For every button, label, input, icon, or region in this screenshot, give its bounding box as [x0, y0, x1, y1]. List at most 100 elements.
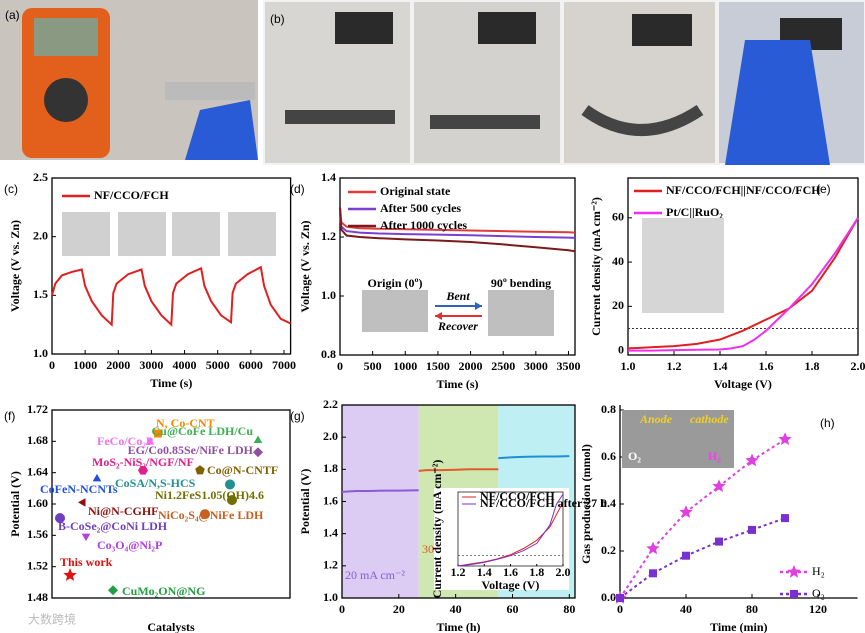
- x-tick-label: 2.0: [851, 359, 865, 373]
- data-point: [108, 585, 118, 596]
- y-tick-label: 1.4: [323, 525, 338, 539]
- x-tick-label: 120: [809, 602, 827, 616]
- x-tick-label: 40: [450, 602, 462, 616]
- x-tick-label: 0: [49, 358, 55, 372]
- data-point: [682, 551, 690, 560]
- data-point: [715, 537, 723, 546]
- x-tick-label: 1.4: [713, 359, 728, 373]
- legend-label: NF/CCO/FCH after 27 h: [480, 496, 607, 510]
- x-tick-label: 40: [680, 602, 692, 616]
- y-tick-label: 20: [612, 298, 624, 312]
- annotation: H₂: [708, 449, 721, 463]
- point-label: B-CoSe₂@CoNi LDH: [58, 519, 168, 533]
- data-point: [55, 513, 65, 524]
- series-line: [51, 265, 292, 327]
- series-line: [627, 217, 859, 350]
- x-tick-label: 5000: [206, 358, 230, 372]
- x-axis-label: Time (h): [436, 620, 480, 633]
- x-tick-label: 1.8: [529, 565, 544, 579]
- x-tick-label: 1.0: [621, 359, 636, 373]
- point-label: Cu@CoFe LDH/Cu: [151, 424, 253, 438]
- data-point: [616, 594, 624, 602]
- x-tick-label: 3500: [556, 359, 580, 373]
- y-tick-label: 1.2: [321, 229, 336, 243]
- y-tick-label: 0.8: [601, 402, 616, 416]
- annotation: Origin (0º): [368, 276, 423, 290]
- series-line: [457, 502, 564, 567]
- panel-label: (f): [4, 409, 15, 423]
- series-line: [498, 455, 570, 460]
- inset-photo: [488, 290, 554, 336]
- y-tick-label: 1.64: [27, 464, 48, 478]
- plot-frame: [627, 177, 859, 356]
- panel-label: (a): [5, 8, 20, 22]
- series-line: [339, 207, 576, 234]
- x-axis-label: Time (s): [436, 377, 478, 391]
- y-tick-label: 1.8: [323, 461, 338, 475]
- inset-photo: [642, 218, 724, 313]
- series-line: [619, 517, 786, 599]
- arrow-head: [475, 302, 482, 310]
- y-axis-label: Voltage (V vs. Zn): [298, 220, 312, 312]
- x-tick-label: 0: [617, 602, 623, 616]
- battery: [430, 115, 540, 129]
- legend-label: NF/CCO/FCH: [94, 188, 169, 202]
- y-tick-label: 1.4: [321, 170, 336, 184]
- point-label: Co@N-CNTF: [207, 463, 278, 477]
- y-tick-label: 2.2: [323, 397, 338, 411]
- x-tick-label: 1.2: [451, 565, 466, 579]
- legend-label: NF/CCO/FCH: [480, 489, 555, 503]
- data-point: [646, 541, 660, 555]
- legend-label: O₂: [812, 586, 825, 600]
- legend-label: After 1000 cycles: [380, 218, 467, 232]
- x-axis-label: Catalysts: [147, 620, 195, 633]
- photo-a: (a): [0, 0, 258, 160]
- panel-label: (c): [4, 182, 18, 196]
- led-board: [478, 12, 536, 44]
- y-tick-label: 1.0: [323, 590, 338, 604]
- legend-label: H₂: [812, 564, 825, 578]
- point-label: CuMo₂ON@NG: [122, 584, 205, 598]
- y-axis-label: Potential (V): [298, 469, 312, 535]
- point-label: EG/Co0.85Se/NiFe LDH: [128, 443, 254, 457]
- point-label: CoSA/N,S-HCS: [115, 476, 196, 490]
- x-tick-label: 2000: [106, 358, 130, 372]
- data-point: [781, 514, 789, 523]
- y-tick-label: 40: [612, 254, 624, 268]
- series-line: [457, 493, 564, 567]
- point-label: FeCo/Co₂P: [97, 434, 153, 448]
- insets: [62, 212, 734, 468]
- data-point: [195, 465, 205, 475]
- data-point: [778, 432, 792, 445]
- y-tick-label: 2.0: [33, 228, 48, 242]
- y-tick-label: 1.52: [27, 558, 48, 572]
- x-tick-label: 3000: [524, 359, 548, 373]
- display: [34, 18, 98, 56]
- y-tick-label: 1.6: [323, 493, 338, 507]
- watermark: 大数跨境: [28, 612, 76, 627]
- x-tick-label: 80: [563, 602, 575, 616]
- x-tick-label: 1.6: [759, 359, 774, 373]
- x-tick-label: 500: [364, 359, 382, 373]
- x-tick-label: 4000: [173, 358, 197, 372]
- glove: [185, 100, 258, 160]
- x-tick-label: 3000: [139, 358, 163, 372]
- battery: [581, 104, 704, 136]
- data-point: [225, 479, 235, 490]
- inset-photo: [228, 212, 276, 256]
- y-tick-label: 2.0: [323, 429, 338, 443]
- electrode: [165, 82, 255, 100]
- y-tick-label: 1.56: [27, 527, 48, 541]
- annotation: Anode: [639, 412, 673, 426]
- data-point: [81, 533, 91, 542]
- x-tick-label: 1.6: [503, 565, 518, 579]
- legend-marker: [787, 565, 801, 578]
- inset-photo: [62, 212, 110, 256]
- x-tick-label: 60: [506, 602, 518, 616]
- y-tick-label: 1.0: [33, 346, 48, 360]
- panel-label: (b): [270, 12, 285, 26]
- point-label: Ni1.2FeS1.05(OH)4.6: [155, 488, 264, 502]
- panel-label: (d): [290, 182, 305, 196]
- annotation: Bent: [445, 289, 470, 303]
